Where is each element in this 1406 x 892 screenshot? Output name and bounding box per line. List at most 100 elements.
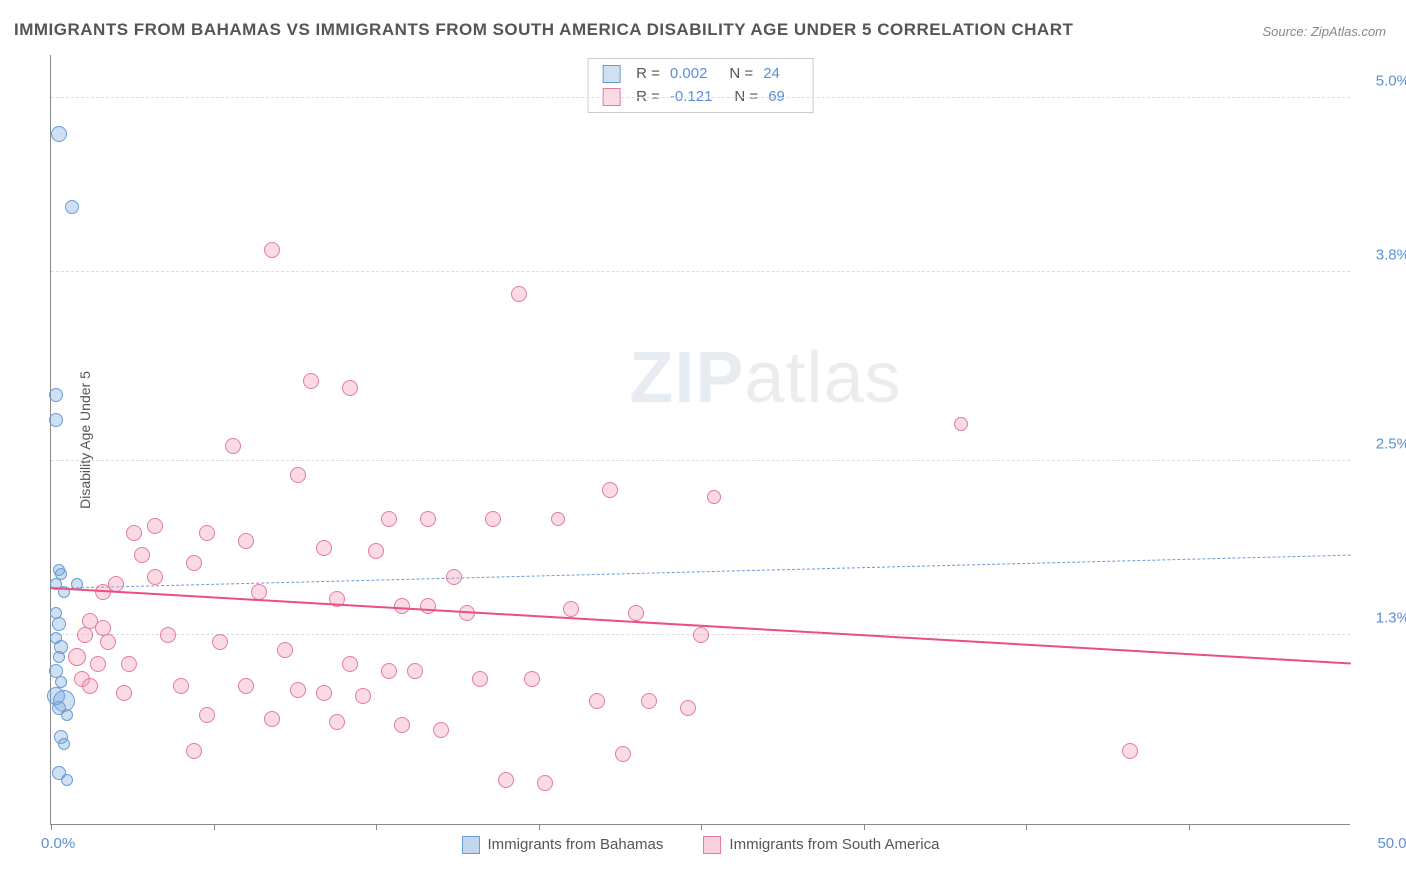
scatter-point <box>342 380 358 396</box>
scatter-point <box>472 671 488 687</box>
scatter-point <box>147 569 163 585</box>
scatter-point <box>290 682 306 698</box>
scatter-point <box>277 642 293 658</box>
scatter-point <box>77 627 93 643</box>
scatter-point <box>121 656 137 672</box>
scatter-point <box>53 651 65 663</box>
n-value: 24 <box>763 63 780 86</box>
scatter-point <box>551 512 565 526</box>
scatter-point <box>1122 743 1138 759</box>
scatter-point <box>58 738 70 750</box>
x-tick <box>1026 824 1027 830</box>
scatter-point <box>134 547 150 563</box>
legend-item: Immigrants from South America <box>703 836 939 854</box>
scatter-point <box>420 598 436 614</box>
y-tick-label: 2.5% <box>1376 435 1406 452</box>
scatter-point <box>49 413 63 427</box>
scatter-point <box>52 617 66 631</box>
scatter-point <box>446 569 462 585</box>
scatter-point <box>407 663 423 679</box>
scatter-point <box>238 678 254 694</box>
scatter-point <box>199 525 215 541</box>
legend-swatch <box>602 65 620 83</box>
y-gridline <box>51 97 1350 98</box>
x-tick <box>51 824 52 830</box>
scatter-point <box>126 525 142 541</box>
correlation-legend: R =0.002N =24R =-0.121N =69 <box>587 58 814 113</box>
scatter-point <box>186 555 202 571</box>
scatter-point <box>563 601 579 617</box>
legend-label: Immigrants from South America <box>729 836 939 853</box>
x-tick <box>376 824 377 830</box>
scatter-point <box>316 540 332 556</box>
source-attribution: Source: ZipAtlas.com <box>1262 24 1386 39</box>
scatter-point <box>485 511 501 527</box>
scatter-point <box>381 511 397 527</box>
scatter-point <box>61 774 73 786</box>
r-value: 0.002 <box>670 63 708 86</box>
y-tick-label: 1.3% <box>1376 610 1406 627</box>
scatter-point <box>160 627 176 643</box>
legend-swatch <box>703 836 721 854</box>
scatter-point <box>147 518 163 534</box>
scatter-point <box>342 656 358 672</box>
scatter-point <box>251 584 267 600</box>
scatter-point <box>355 688 371 704</box>
scatter-point <box>225 438 241 454</box>
x-axis-max-label: 50.0% <box>1377 835 1406 852</box>
scatter-point <box>433 722 449 738</box>
scatter-point <box>82 678 98 694</box>
x-tick <box>1189 824 1190 830</box>
legend-label: Immigrants from Bahamas <box>488 836 664 853</box>
scatter-point <box>602 482 618 498</box>
n-label: N = <box>729 63 753 86</box>
scatter-point <box>49 388 63 402</box>
scatter-point <box>68 648 86 666</box>
scatter-point <box>524 671 540 687</box>
scatter-point <box>303 373 319 389</box>
scatter-point <box>173 678 189 694</box>
scatter-point <box>498 772 514 788</box>
x-tick <box>701 824 702 830</box>
scatter-point <box>707 490 721 504</box>
scatter-point <box>589 693 605 709</box>
scatter-point <box>264 711 280 727</box>
r-label: R = <box>636 63 660 86</box>
scatter-point <box>116 685 132 701</box>
legend-swatch <box>462 836 480 854</box>
scatter-point <box>537 775 553 791</box>
scatter-point <box>628 605 644 621</box>
scatter-point <box>90 656 106 672</box>
x-tick <box>539 824 540 830</box>
y-tick-label: 3.8% <box>1376 246 1406 263</box>
y-gridline <box>51 460 1350 461</box>
watermark: ZIPatlas <box>629 337 901 419</box>
legend-stat-row: R = 0.002 N = 24 <box>602 63 799 86</box>
scatter-point <box>290 467 306 483</box>
legend-item: Immigrants from Bahamas <box>462 836 664 854</box>
scatter-point <box>186 743 202 759</box>
scatter-point <box>954 417 968 431</box>
series-legend: Immigrants from Bahamas Immigrants from S… <box>462 836 940 854</box>
x-tick <box>214 824 215 830</box>
scatter-point <box>100 634 116 650</box>
scatter-point <box>641 693 657 709</box>
scatter-point <box>264 242 280 258</box>
scatter-point <box>381 663 397 679</box>
x-axis-min-label: 0.0% <box>41 835 75 852</box>
trend-line <box>51 554 1351 588</box>
watermark-bold: ZIP <box>629 338 744 418</box>
y-axis-title: Disability Age Under 5 <box>77 371 93 509</box>
scatter-point <box>316 685 332 701</box>
scatter-point <box>51 126 67 142</box>
chart-plot-area: Disability Age Under 5 ZIPatlas 0.0% 50.… <box>50 55 1350 825</box>
scatter-point <box>615 746 631 762</box>
scatter-point <box>61 709 73 721</box>
scatter-point <box>329 714 345 730</box>
scatter-point <box>65 200 79 214</box>
scatter-point <box>55 676 67 688</box>
scatter-point <box>420 511 436 527</box>
x-tick <box>864 824 865 830</box>
scatter-point <box>693 627 709 643</box>
scatter-point <box>680 700 696 716</box>
